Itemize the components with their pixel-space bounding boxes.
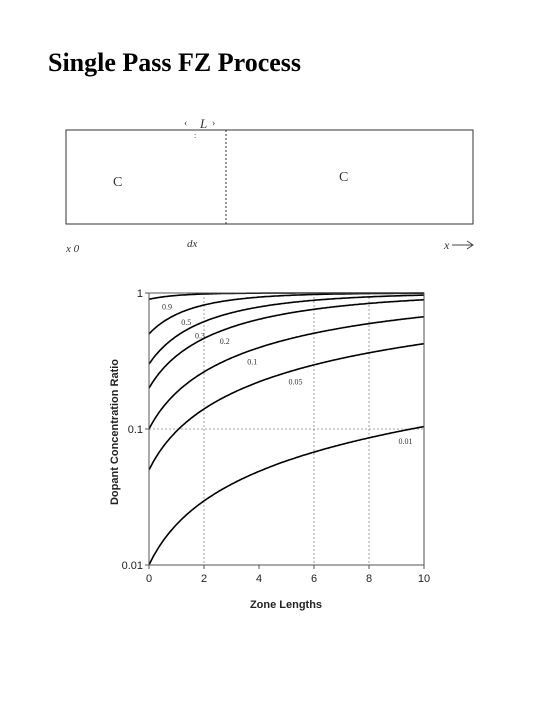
series-label-0.1: 0.1 [247,357,257,366]
zone-right-arrow: › [212,118,215,129]
y-tick-label: 0.01 [122,560,143,572]
grid [149,293,424,565]
slide-title: Single Pass FZ Process [48,48,302,77]
zone-left-arrow: ‹ [184,118,187,129]
x-tick-label: 8 [366,573,372,585]
series-line-0.1 [148,316,425,430]
origin-label: x 0 [65,243,80,255]
series-label-0.3: 0.3 [195,332,205,341]
increment-label: dx [187,238,198,250]
series-label-0.9: 0.9 [162,302,172,311]
y-ticks: 0.01 0.1 1 [122,288,149,572]
ingot-bar [65,129,474,225]
x-arrow-head [466,240,474,250]
x-tick-label: 6 [311,573,317,585]
x-ticks: 0 2 4 6 8 10 [146,565,430,585]
solid-concentration-label: C [339,170,348,185]
series-line-0.2 [148,299,424,389]
x-tick-label: 10 [418,573,430,585]
y-tick-label: 0.1 [128,424,143,436]
x-tick-label: 4 [256,573,262,585]
x-tick-label: 2 [201,573,207,585]
zone-diagram: ‹ L › : C C x 0 dx x [65,116,474,255]
y-tick-label: 1 [137,288,143,300]
zone-length-label: L [199,116,207,131]
x-tick-label: 0 [146,573,152,585]
series-label-0.5: 0.5 [181,318,191,327]
series-line-0.01 [148,425,425,566]
series-label-0.2: 0.2 [220,337,230,346]
series-label-0.05: 0.05 [289,378,303,387]
x-axis-title: Zone Lengths [250,599,322,611]
zone-tick: : [194,131,196,140]
series-label-0.01: 0.01 [399,437,413,446]
series-line-0.3 [148,294,424,365]
curve-labels: 0.9 0.5 0.3 0.2 0.1 0.05 0.01 [162,302,413,446]
series-line-0.05 [148,342,425,471]
y-axis-title: Dopant Concentration Ratio [109,359,121,505]
zone-concentration-label: C [113,175,122,190]
x-axis-label: x [443,238,450,252]
